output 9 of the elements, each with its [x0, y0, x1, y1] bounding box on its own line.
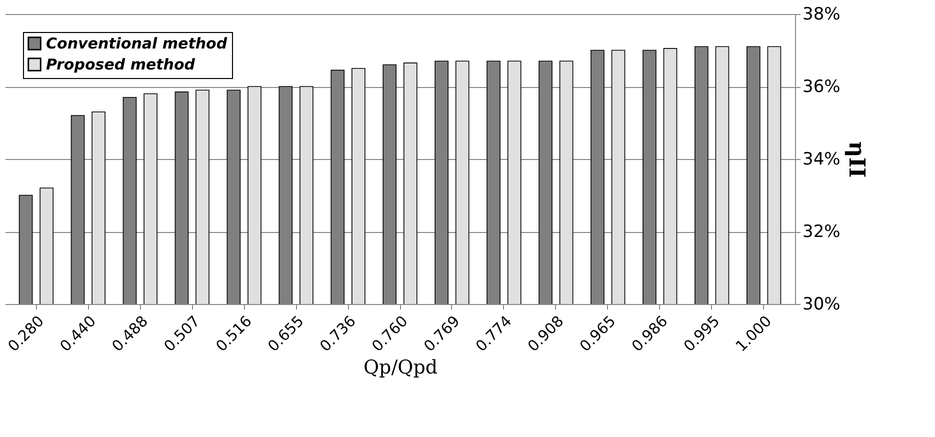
y-tick-label: 34% [802, 150, 840, 170]
legend-label: Conventional method [46, 34, 228, 52]
x-axis-title: Qp/Qpd [363, 356, 438, 378]
y-tick-label: 32% [802, 222, 840, 242]
y-tick-label: 30% [802, 294, 840, 314]
y-tick-label: 36% [802, 77, 840, 97]
y-tick-label: 38% [802, 4, 840, 24]
y-axis-title: ηII [843, 141, 870, 178]
legend-label: Proposed method [46, 56, 196, 74]
